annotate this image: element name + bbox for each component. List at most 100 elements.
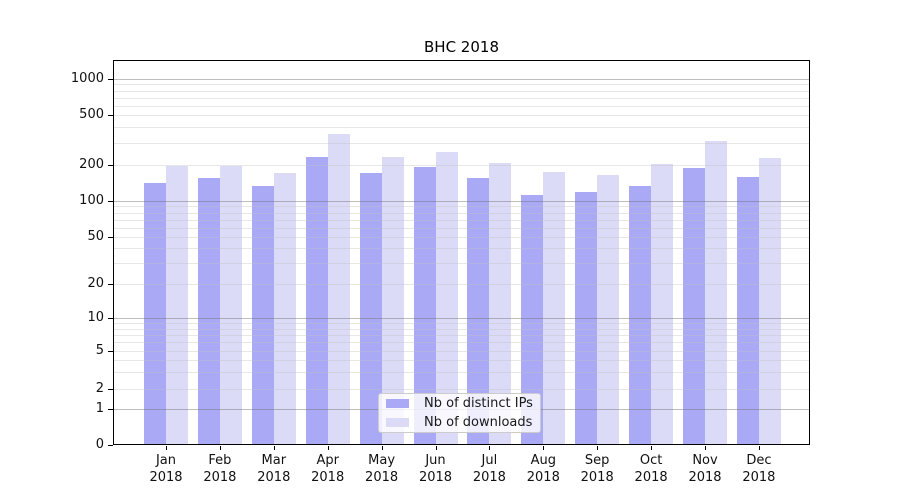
minor-gridline-400 [114, 127, 809, 128]
minor-gridline-20 [114, 284, 809, 285]
bar-nb-of-distinct-ips-jan [144, 183, 166, 445]
x-tick-apr [327, 446, 329, 450]
y-tick-5 [108, 351, 113, 352]
y-tick-10 [108, 318, 113, 319]
minor-gridline-2 [114, 389, 809, 390]
x-tick-dec [758, 446, 760, 450]
y-tick-label-200: 200 [79, 157, 104, 172]
y-tick-100 [108, 201, 113, 202]
x-tick-jul [489, 446, 491, 450]
y-tick-label-50: 50 [87, 229, 104, 244]
bar-nb-of-downloads-feb [219, 165, 242, 445]
bar-nb-of-downloads-jul [489, 163, 512, 445]
y-tick-label-100: 100 [79, 193, 104, 208]
x-tick-nov [705, 446, 706, 450]
bar-nb-of-distinct-ips-jul [467, 177, 490, 445]
chart-title: BHC 2018 [424, 38, 499, 56]
y-tick-2 [108, 389, 113, 390]
legend-label: Nb of downloads [424, 415, 533, 430]
x-tick-label-jan: Jan 2018 [149, 453, 183, 485]
bar-nb-of-distinct-ips-aug [521, 194, 544, 445]
minor-gridline-8 [114, 329, 809, 330]
minor-gridline-70 [114, 220, 809, 221]
minor-gridline-30 [114, 263, 809, 264]
major-gridline-100 [114, 201, 809, 202]
y-tick-label-20: 20 [87, 276, 104, 291]
y-tick-label-0: 0 [95, 437, 104, 452]
y-tick-1 [108, 408, 113, 410]
bar-nb-of-distinct-ips-dec [736, 177, 759, 445]
bar-nb-of-downloads-may [381, 157, 404, 445]
y-tick-1000 [108, 79, 113, 80]
y-tick-200 [108, 165, 113, 166]
y-tick-50 [108, 237, 113, 238]
bar-nb-of-distinct-ips-may [359, 173, 382, 445]
legend-swatch-distinct-ips-icon [386, 399, 409, 408]
x-tick-label-apr: Apr 2018 [311, 453, 345, 485]
minor-gridline-200 [114, 165, 809, 166]
x-tick-oct [651, 446, 653, 450]
bar-nb-of-distinct-ips-mar [251, 186, 274, 445]
x-tick-label-dec: Dec 2018 [742, 453, 776, 485]
x-tick-aug [543, 446, 545, 450]
x-tick-label-jul: Jul 2018 [472, 453, 506, 485]
minor-gridline-800 [114, 91, 809, 92]
minor-gridline-6 [114, 342, 809, 343]
legend-entry-distinct-ips: Nb of distinct IPs [379, 394, 540, 413]
bar-nb-of-distinct-ips-apr [305, 157, 328, 445]
x-tick-label-nov: Nov 2018 [688, 453, 722, 485]
x-tick-sep [597, 446, 599, 450]
bar-nb-of-downloads-sep [597, 174, 620, 445]
x-tick-label-sep: Sep 2018 [580, 453, 614, 485]
bar-nb-of-downloads-oct [651, 163, 674, 445]
bar-nb-of-distinct-ips-sep [575, 192, 598, 445]
x-tick-label-aug: Aug 2018 [526, 453, 560, 485]
y-tick-0 [108, 445, 113, 446]
minor-gridline-900 [114, 84, 809, 85]
minor-gridline-80 [114, 213, 809, 214]
legend-entry-downloads: Nb of downloads [379, 413, 540, 432]
minor-gridline-4 [114, 360, 809, 361]
minor-gridline-7 [114, 335, 809, 336]
bar-nb-of-distinct-ips-oct [629, 185, 652, 445]
y-tick-20 [108, 284, 113, 285]
x-tick-label-mar: Mar 2018 [257, 453, 291, 485]
major-gridline-1000 [114, 79, 809, 80]
bar-nb-of-distinct-ips-nov [683, 168, 705, 445]
y-tick-label-2: 2 [95, 381, 104, 396]
x-tick-jan [166, 446, 167, 450]
minor-gridline-600 [114, 106, 809, 107]
minor-gridline-50 [114, 237, 809, 238]
y-tick-label-1000: 1000 [70, 71, 104, 86]
minor-gridline-700 [114, 98, 809, 99]
y-tick-500 [108, 115, 113, 116]
bar-nb-of-downloads-aug [543, 171, 566, 445]
x-tick-mar [273, 446, 275, 450]
x-tick-label-jun: Jun 2018 [418, 453, 453, 485]
x-tick-feb [219, 446, 221, 450]
legend-swatch-downloads-icon [386, 418, 409, 427]
minor-gridline-300 [114, 143, 809, 144]
y-tick-label-5: 5 [95, 343, 104, 358]
bar-nb-of-downloads-jan [166, 165, 188, 445]
minor-gridline-90 [114, 206, 809, 207]
bar-nb-of-downloads-jun [435, 152, 458, 445]
bar-nb-of-downloads-mar [273, 172, 296, 445]
bar-nb-of-distinct-ips-jun [413, 167, 436, 445]
bar-nb-of-downloads-dec [758, 158, 781, 445]
bar-nb-of-distinct-ips-feb [197, 177, 220, 445]
minor-gridline-60 [114, 228, 809, 229]
x-tick-may [381, 446, 383, 450]
minor-gridline-5 [114, 351, 809, 352]
legend-label: Nb of distinct IPs [424, 396, 533, 411]
x-tick-label-oct: Oct 2018 [634, 453, 668, 485]
bar-nb-of-downloads-apr [327, 133, 350, 445]
minor-gridline-9 [114, 323, 809, 324]
minor-gridline-500 [114, 115, 809, 116]
bar-nb-of-downloads-nov [705, 141, 727, 445]
y-tick-label-500: 500 [79, 107, 104, 122]
minor-gridline-3 [114, 372, 809, 373]
legend: Nb of distinct IPs Nb of downloads [378, 393, 541, 433]
y-tick-label-1: 1 [95, 400, 104, 416]
